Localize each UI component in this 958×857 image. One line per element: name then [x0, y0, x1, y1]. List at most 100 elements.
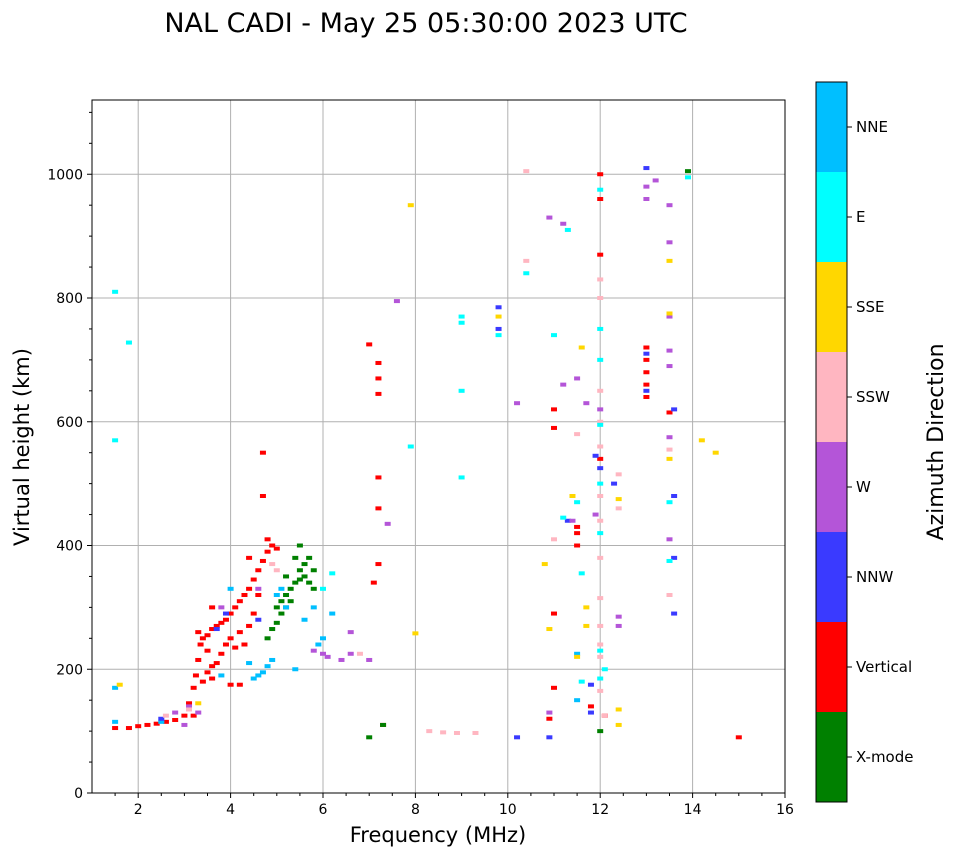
data-point-ssw — [453, 730, 460, 735]
y-tick-label: 200 — [56, 662, 83, 678]
data-point-x-mode — [366, 735, 373, 740]
colorbar-segment — [816, 712, 847, 802]
colorbar-title: Azimuth Direction — [924, 343, 949, 540]
data-point-w — [643, 197, 650, 201]
data-point-nne — [292, 667, 299, 672]
data-point-vertical — [236, 599, 243, 604]
data-point-vertical — [197, 642, 204, 647]
data-point-vertical — [375, 391, 382, 396]
y-tick-label: 600 — [56, 415, 83, 431]
data-point-vertical — [597, 172, 604, 177]
data-point-vertical — [246, 555, 253, 560]
data-point-ssw — [574, 432, 581, 437]
plot-area — [92, 100, 785, 793]
data-point-vertical — [269, 543, 276, 548]
data-point-vertical — [551, 611, 557, 616]
data-point-nnw — [671, 494, 678, 498]
data-point-vertical — [574, 543, 581, 548]
data-point-ssw — [356, 651, 363, 656]
data-point-vertical — [259, 450, 266, 455]
data-point-vertical — [597, 197, 604, 201]
data-point-nne — [315, 642, 322, 647]
y-tick-label: 800 — [56, 291, 83, 307]
data-point-vertical — [192, 673, 199, 678]
data-point-nne — [310, 605, 317, 610]
data-point-x-mode — [273, 620, 280, 625]
data-point-w — [592, 512, 599, 517]
data-point-e — [495, 333, 502, 338]
data-point-e — [407, 444, 414, 449]
data-point-w — [666, 314, 673, 319]
x-tick-label: 6 — [319, 802, 328, 818]
data-point-vertical — [643, 370, 650, 375]
colorbar-segment — [816, 352, 847, 442]
data-point-ssw — [615, 472, 622, 477]
data-point-vertical — [227, 636, 234, 641]
data-point-w — [666, 435, 673, 440]
data-point-x-mode — [301, 574, 308, 579]
data-point-nnw — [495, 305, 502, 310]
data-point-vertical — [172, 717, 179, 722]
y-tick-label: 400 — [56, 539, 83, 555]
data-point-nne — [329, 611, 336, 616]
data-point-e — [458, 388, 465, 393]
data-point-e — [320, 586, 326, 591]
data-point-e — [578, 571, 585, 576]
data-point-x-mode — [283, 593, 290, 597]
data-point-ssw — [597, 518, 604, 523]
data-point-ssw — [186, 707, 193, 712]
data-point-w — [560, 221, 567, 226]
data-point-nne — [574, 698, 581, 703]
data-point-sse — [116, 682, 123, 687]
data-point-ssw — [597, 654, 604, 659]
data-point-x-mode — [296, 577, 303, 582]
colorbar-frame — [815, 81, 848, 803]
data-point-nnw — [671, 611, 678, 616]
data-point-w — [186, 704, 193, 709]
data-point-sse — [666, 456, 673, 461]
data-point-sse — [546, 627, 553, 632]
data-point-vertical — [666, 410, 673, 415]
data-point-ssw — [597, 642, 604, 647]
data-point-e — [458, 314, 465, 319]
colorbar-segment — [816, 82, 847, 172]
data-point-vertical — [190, 685, 197, 690]
data-point-vertical — [209, 664, 216, 669]
data-point-e — [597, 676, 604, 681]
y-axis-label: Virtual height (km) — [10, 348, 34, 546]
data-point-e — [112, 289, 119, 294]
data-point-ssw — [597, 419, 604, 424]
colorbar-segment — [816, 262, 847, 352]
data-point-nne — [273, 593, 280, 597]
data-point-nnw — [611, 481, 618, 486]
data-point-e — [574, 500, 581, 505]
data-point-x-mode — [380, 722, 387, 727]
data-point-w — [320, 651, 326, 656]
data-point-vertical — [186, 701, 193, 706]
data-point-vertical — [264, 549, 271, 554]
data-point-vertical — [218, 651, 225, 656]
data-point-vertical — [204, 633, 211, 638]
data-point-vertical — [162, 719, 169, 724]
data-point-vertical — [209, 605, 216, 610]
data-point-vertical — [643, 357, 650, 362]
data-point-nne — [250, 676, 257, 681]
colorbar-segment — [816, 172, 847, 262]
data-point-nnw — [643, 388, 650, 393]
colorbar-segment — [816, 442, 847, 532]
data-point-vertical — [204, 648, 211, 653]
data-point-w — [560, 382, 567, 387]
data-point-x-mode — [278, 611, 285, 616]
colorbar-label: Vertical — [856, 658, 912, 676]
data-point-x-mode — [296, 543, 303, 548]
data-point-e — [112, 438, 119, 443]
data-point-vertical — [195, 657, 202, 662]
colorbar: X-mode Vertical NNW W SSW SSE E NNE — [815, 81, 913, 803]
data-point-ssw — [523, 169, 530, 174]
data-point-vertical — [259, 558, 266, 563]
data-point-ssw — [551, 537, 557, 542]
data-point-vertical — [375, 475, 382, 480]
data-point-w — [666, 364, 673, 369]
data-point-x-mode — [264, 636, 271, 641]
data-point-vertical — [246, 586, 253, 591]
